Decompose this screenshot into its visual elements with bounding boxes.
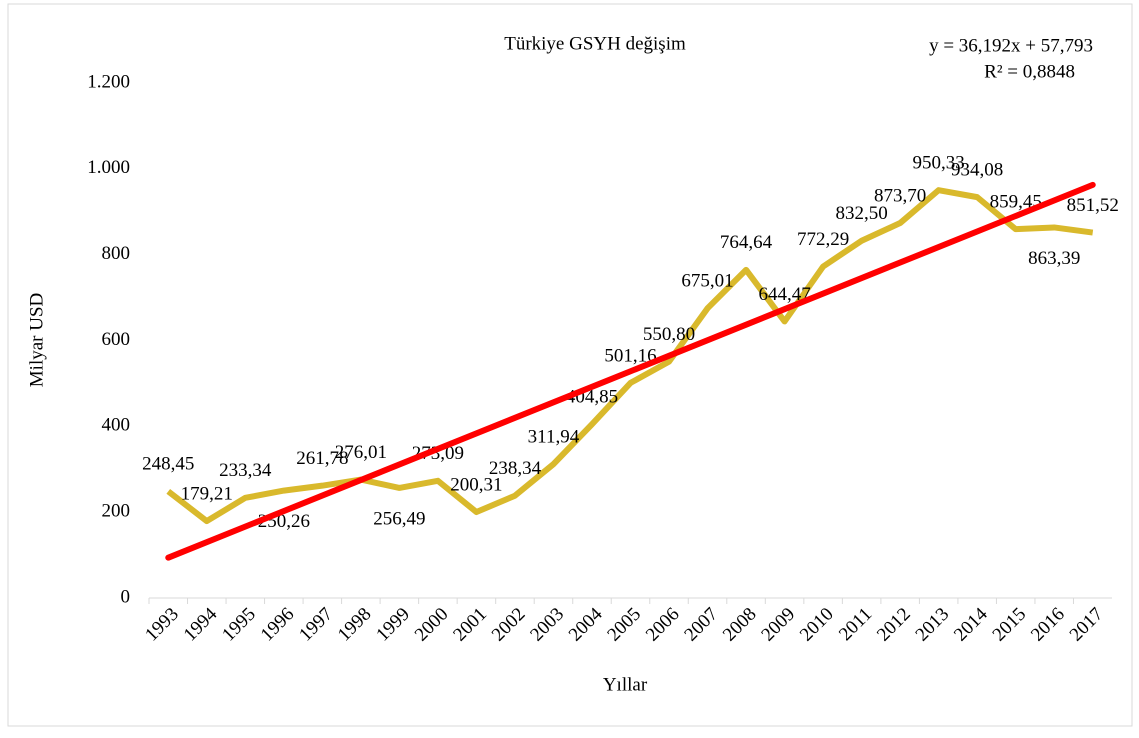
data-label: 256,49 [373,508,425,529]
data-label: 764,64 [720,232,773,253]
y-tick-label: 800 [102,243,131,264]
data-label: 233,34 [219,460,272,481]
trend-equation: y = 36,192x + 57,793 [929,35,1093,56]
y-axis-title: Milyar USD [26,293,47,387]
data-label: 550,80 [643,324,695,345]
x-axis-title: Yıllar [603,674,648,695]
data-label: 863,39 [1028,248,1080,269]
data-label: 675,01 [681,271,733,292]
y-tick-label: 400 [102,415,131,436]
data-label: 644,47 [758,284,810,305]
data-label: 934,08 [951,159,1003,180]
data-label: 273,09 [412,443,464,464]
data-label: 311,94 [528,426,580,447]
data-label: 200,31 [450,474,502,495]
y-tick-label: 600 [102,329,131,350]
data-label: 261,78 [296,448,348,469]
data-label: 501,16 [604,345,656,366]
trend-r2: R² = 0,8848 [984,61,1075,82]
y-tick-label: 1.000 [87,157,130,178]
trendline [165,181,1096,561]
chart-border [7,3,1133,727]
data-label: 248,45 [142,454,194,475]
y-tick-label: 1.200 [87,71,130,92]
data-label: 950,33 [913,153,965,174]
y-tick-label: 200 [102,501,131,522]
line-series [166,187,1094,525]
data-label: 859,45 [990,192,1042,213]
chart-title: Türkiye GSYH değişim [504,33,686,54]
data-label: 179,21 [181,483,233,504]
data-label: 851,52 [1067,195,1119,216]
y-tick-label: 0 [121,586,131,607]
data-label: 772,29 [797,229,849,250]
data-label: 276,01 [335,442,387,463]
data-label: 832,50 [835,203,887,224]
data-label: 873,70 [874,185,926,206]
data-label: 238,34 [489,458,542,479]
